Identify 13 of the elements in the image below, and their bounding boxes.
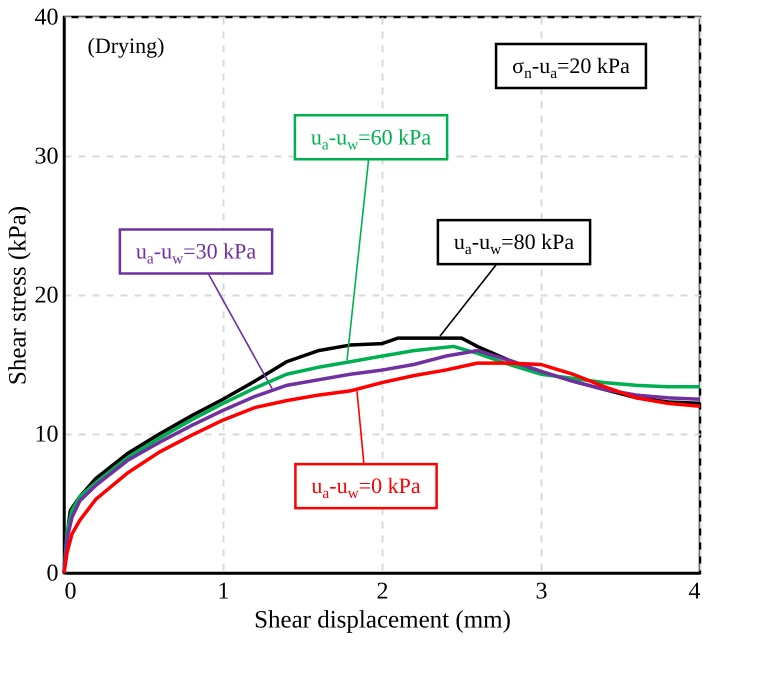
x-tick-label: 2 — [376, 578, 388, 604]
x-tick-label: 1 — [218, 578, 230, 604]
y-tick-label: 0 — [46, 560, 58, 586]
x-tick-label: 0 — [64, 578, 76, 604]
annotation: (Drying) — [88, 33, 164, 58]
x-axis-title: Shear displacement (mm) — [254, 606, 511, 634]
x-tick-label: 3 — [536, 578, 548, 604]
y-tick-label: 20 — [34, 282, 58, 308]
y-tick-label: 30 — [34, 144, 58, 170]
y-tick-label: 40 — [34, 4, 58, 30]
x-tick-label: 4 — [688, 578, 700, 604]
y-axis-title: Shear stress (kPa) — [4, 206, 32, 386]
y-tick-label: 10 — [34, 422, 58, 448]
